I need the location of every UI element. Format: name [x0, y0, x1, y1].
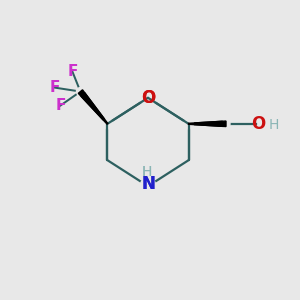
Polygon shape: [78, 90, 108, 124]
Polygon shape: [78, 90, 108, 124]
Text: O: O: [141, 89, 155, 107]
Text: O: O: [141, 89, 155, 107]
Circle shape: [140, 178, 156, 194]
Text: O: O: [251, 115, 265, 133]
Circle shape: [184, 119, 194, 129]
Circle shape: [222, 120, 230, 128]
Text: F: F: [49, 80, 60, 95]
Text: F: F: [67, 64, 78, 79]
Text: F: F: [55, 98, 66, 113]
Polygon shape: [189, 121, 226, 127]
Circle shape: [140, 90, 156, 106]
Text: H: H: [142, 165, 152, 179]
Text: N: N: [141, 175, 155, 193]
Circle shape: [76, 88, 84, 96]
Polygon shape: [189, 121, 226, 127]
Text: H: H: [142, 165, 152, 179]
Text: H: H: [269, 118, 279, 132]
Circle shape: [102, 119, 112, 129]
Text: N: N: [141, 175, 155, 193]
